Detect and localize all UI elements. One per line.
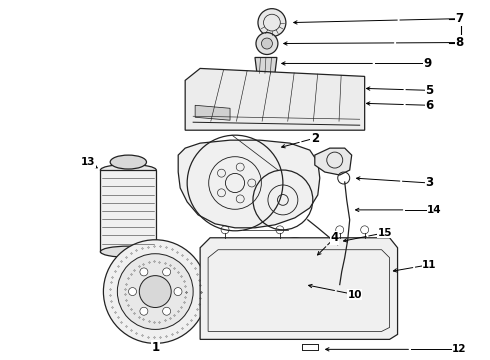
Text: 12: 12 xyxy=(452,345,466,354)
Text: 8: 8 xyxy=(455,36,464,49)
Polygon shape xyxy=(315,148,352,175)
Circle shape xyxy=(118,254,193,329)
Circle shape xyxy=(163,307,171,315)
Ellipse shape xyxy=(110,155,147,169)
Polygon shape xyxy=(255,58,277,73)
Circle shape xyxy=(256,32,278,54)
Text: 5: 5 xyxy=(425,84,434,97)
Text: 9: 9 xyxy=(423,57,432,70)
Text: 4: 4 xyxy=(331,231,339,244)
Polygon shape xyxy=(200,238,397,339)
Text: 14: 14 xyxy=(427,205,442,215)
Text: 15: 15 xyxy=(377,228,392,238)
Text: 7: 7 xyxy=(455,12,464,25)
Polygon shape xyxy=(195,105,230,120)
Text: 11: 11 xyxy=(422,260,437,270)
Text: 2: 2 xyxy=(311,132,319,145)
Ellipse shape xyxy=(100,165,156,176)
Text: 13: 13 xyxy=(81,157,96,167)
Ellipse shape xyxy=(100,246,156,257)
Circle shape xyxy=(103,240,207,343)
Circle shape xyxy=(275,238,315,278)
Circle shape xyxy=(262,38,272,49)
Text: 1: 1 xyxy=(151,341,159,354)
Circle shape xyxy=(174,288,182,296)
Circle shape xyxy=(283,246,307,270)
Circle shape xyxy=(128,288,137,296)
Circle shape xyxy=(139,276,171,307)
Circle shape xyxy=(140,307,148,315)
Circle shape xyxy=(163,268,171,276)
Circle shape xyxy=(258,9,286,37)
Circle shape xyxy=(140,268,148,276)
Text: 6: 6 xyxy=(425,99,434,112)
Polygon shape xyxy=(185,68,365,130)
Text: 10: 10 xyxy=(347,289,362,300)
Text: 3: 3 xyxy=(425,176,434,189)
Polygon shape xyxy=(178,140,320,228)
Polygon shape xyxy=(100,170,156,252)
